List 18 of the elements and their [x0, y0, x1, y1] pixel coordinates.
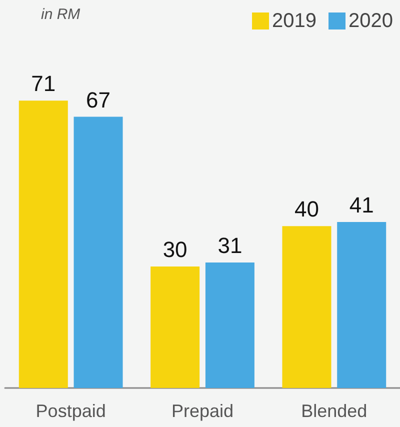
x-tick-label: Prepaid	[171, 401, 234, 421]
bar	[74, 116, 123, 388]
x-tick-label: Postpaid	[36, 401, 106, 421]
data-label: 71	[31, 71, 56, 96]
data-label: 40	[294, 196, 319, 222]
legend-label: 2019	[272, 10, 317, 32]
bar	[18, 100, 68, 388]
bar	[205, 262, 254, 388]
data-label: 41	[349, 192, 374, 218]
bar	[337, 222, 386, 388]
bar	[282, 226, 332, 388]
x-tick-label: Blended	[301, 401, 368, 421]
legend-label: 2020	[348, 10, 394, 32]
chart-subtitle: in RM	[41, 6, 81, 23]
data-label: 67	[86, 87, 111, 112]
bar	[150, 266, 200, 388]
data-label: 31	[218, 233, 242, 258]
data-label: 30	[162, 237, 188, 262]
